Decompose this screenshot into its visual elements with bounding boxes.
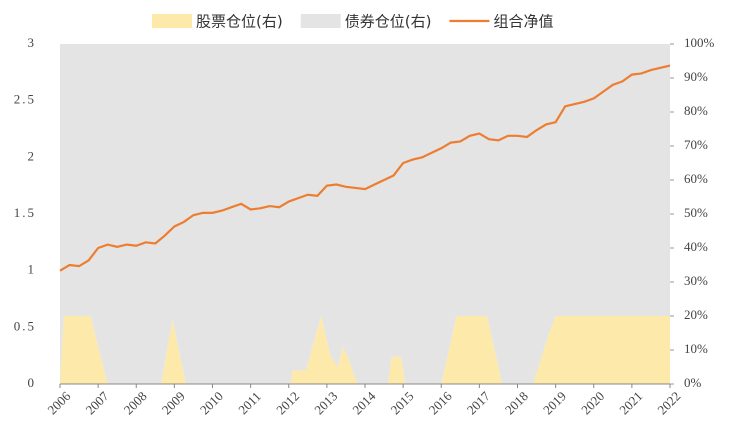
x-tick-label: 2017 [464, 388, 493, 417]
area [60, 316, 670, 384]
legend-label: 债券仓位(右) [345, 13, 432, 31]
y2-tick-label: 30% [684, 273, 708, 288]
area [60, 44, 670, 384]
y-tick-label: 2.5 [14, 92, 36, 107]
y2-tick-label: 0% [684, 375, 702, 390]
line [59, 64, 671, 272]
legend-swatch [300, 14, 341, 28]
x-tick-label: 2011 [235, 389, 264, 418]
legend-label: 股票仓位(右) [196, 13, 283, 31]
y2-tick-label: 20% [684, 307, 708, 322]
y-tick-label: 0.5 [14, 318, 36, 333]
x-tick-label: 2012 [273, 388, 302, 417]
y-tick-label: 1.5 [14, 205, 36, 220]
y2-tick-label: 50% [684, 205, 708, 220]
y-tick-label: 0 [28, 375, 37, 390]
y2-tick-label: 40% [684, 239, 708, 254]
x-tick-label: 2020 [578, 388, 607, 417]
x-tick-label: 2007 [83, 388, 112, 417]
legend-swatch [152, 14, 192, 28]
x-tick-label: 2018 [502, 388, 531, 417]
x-tick-label: 2009 [159, 388, 188, 417]
x-tick-label: 2021 [616, 388, 645, 417]
x-tick-label: 2008 [121, 388, 150, 417]
y-tick-label: 2 [28, 148, 37, 163]
x-tick-label: 2014 [349, 388, 378, 417]
y2-tick-label: 80% [684, 103, 708, 118]
x-tick-label: 2015 [388, 388, 417, 417]
x-tick-label: 2013 [311, 388, 340, 417]
x-tick-label: 2016 [426, 388, 455, 417]
y2-tick-label: 100% [684, 35, 715, 50]
x-tick-label: 2019 [540, 388, 569, 417]
legend-label: 组合净值 [493, 13, 553, 31]
y2-tick-label: 70% [684, 137, 708, 152]
y2-tick-label: 60% [684, 171, 708, 186]
x-tick-label: 2010 [197, 388, 226, 417]
x-tick-label: 2006 [44, 388, 73, 417]
y2-tick-label: 90% [684, 69, 708, 84]
x-tick-label: 2022 [654, 388, 683, 417]
y-tick-label: 1 [28, 262, 37, 277]
y2-tick-label: 10% [684, 341, 708, 356]
y-tick-label: 3 [28, 35, 37, 50]
